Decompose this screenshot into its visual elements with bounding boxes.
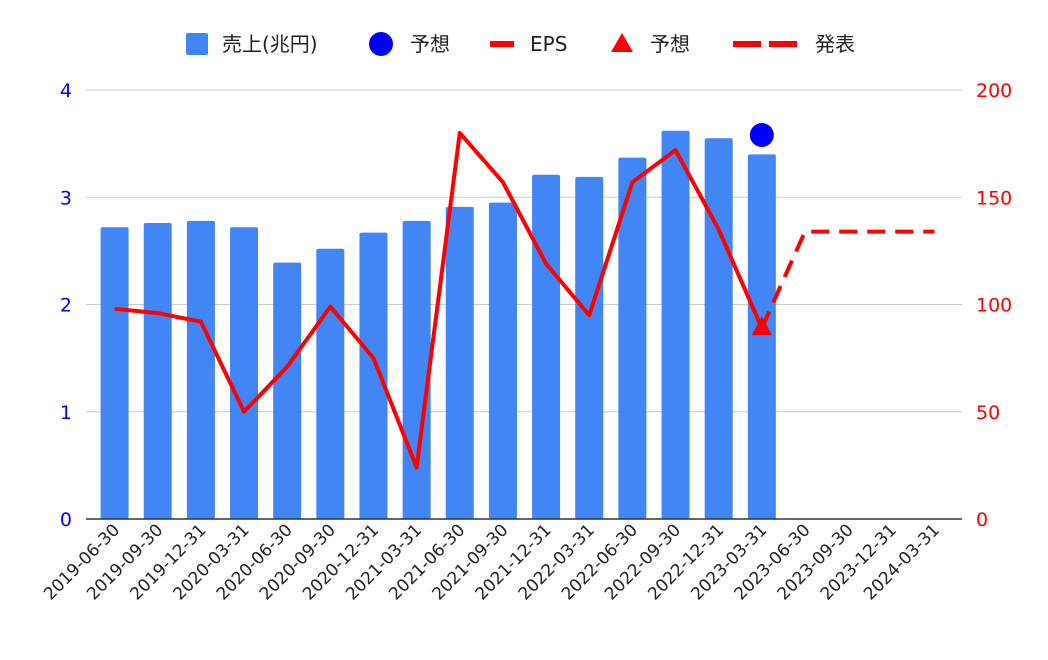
eps-line	[114, 130, 764, 470]
forecast-sales-point	[749, 123, 774, 148]
bar	[445, 206, 474, 519]
bar	[747, 154, 776, 519]
legend-label: 予想	[410, 32, 450, 56]
bar	[661, 130, 690, 519]
bar	[359, 232, 388, 519]
bar	[186, 220, 215, 519]
bar-series	[100, 130, 776, 520]
gridlines	[86, 89, 962, 413]
legend: 売上(兆円) 予想 EPS 予想 発表	[186, 32, 855, 56]
announced-eps-line	[759, 229, 935, 329]
y-right-tick-label: 0	[976, 509, 988, 531]
legend-swatch-line	[490, 41, 514, 47]
bar	[704, 138, 733, 519]
y-left-tick-label: 4	[60, 80, 72, 102]
bar	[618, 157, 647, 519]
legend-swatch-circle	[369, 32, 393, 56]
legend-swatch-dash	[733, 41, 761, 47]
line-series	[114, 130, 935, 470]
marker-series	[749, 123, 774, 336]
legend-label: 予想	[650, 32, 690, 56]
legend-label: EPS	[530, 32, 567, 56]
axes: 012340501001502002019-06-302019-09-30201…	[40, 80, 1012, 604]
forecast-eps-point	[751, 316, 772, 336]
bar	[488, 202, 517, 520]
bar	[316, 248, 345, 520]
y-right-tick-label: 200	[976, 80, 1012, 102]
bar	[230, 227, 259, 519]
y-left-tick-label: 3	[60, 187, 72, 209]
y-right-tick-label: 100	[976, 295, 1012, 317]
bar	[273, 262, 302, 519]
bar	[575, 176, 604, 519]
legend-swatch-triangle	[611, 33, 633, 52]
bar	[402, 220, 431, 519]
bar	[532, 174, 561, 520]
legend-swatch-dash	[769, 41, 797, 47]
y-left-tick-label: 0	[60, 509, 72, 531]
y-right-tick-label: 150	[976, 187, 1012, 209]
bar	[100, 227, 129, 519]
y-left-tick-label: 2	[60, 295, 72, 317]
y-left-tick-label: 1	[60, 402, 72, 424]
bar	[143, 222, 172, 520]
legend-label: 発表	[815, 32, 855, 56]
legend-label: 売上(兆円)	[222, 32, 318, 56]
y-right-tick-label: 50	[976, 402, 1000, 424]
legend-swatch-bar	[186, 33, 208, 55]
